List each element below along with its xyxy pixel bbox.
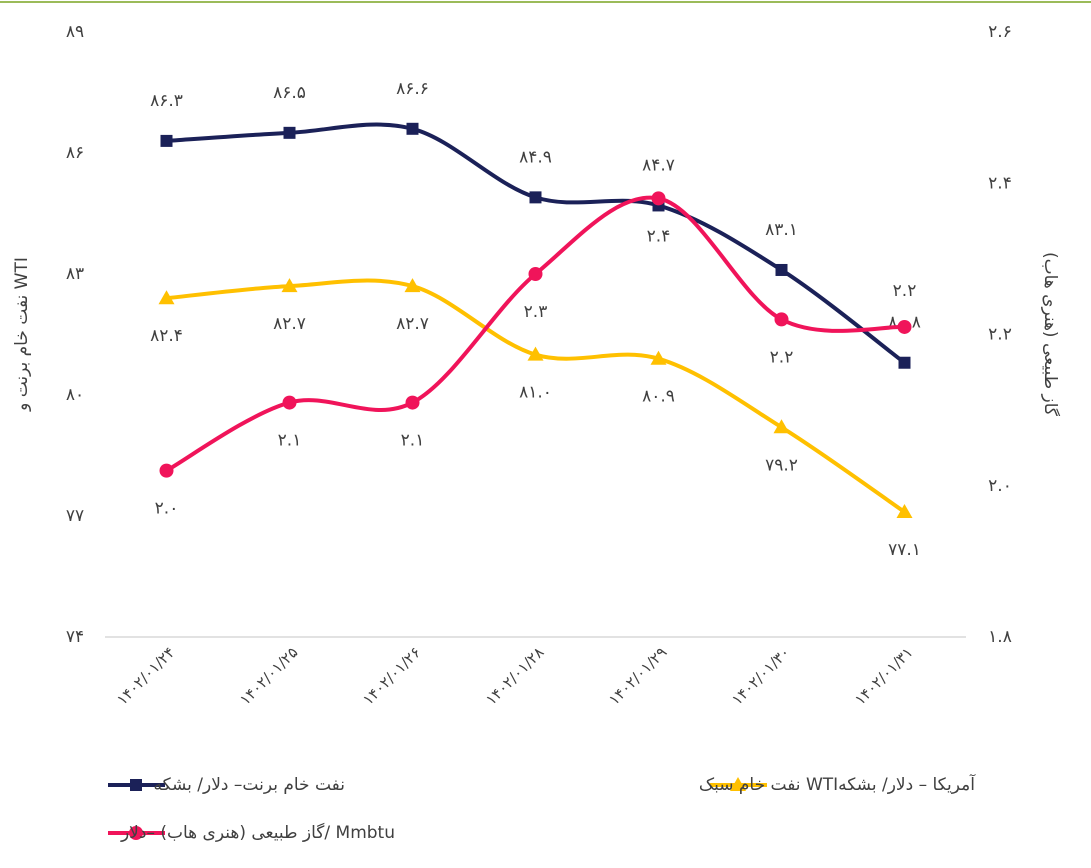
data-label: ۲.۴ xyxy=(647,226,671,246)
point xyxy=(527,346,544,361)
point xyxy=(404,278,421,293)
legend-marker xyxy=(130,779,142,791)
legend-label: گاز طبیعی (هنری هاب) –دلار/ Mmbtu xyxy=(120,822,395,843)
data-label: ۲.۱ xyxy=(278,431,302,451)
y2-tick-label: ۱.۸ xyxy=(988,627,1012,647)
y-tick-label: ۸۳ xyxy=(66,264,84,284)
point xyxy=(159,463,174,478)
y2-tick-label: ۲.۰ xyxy=(988,476,1012,496)
data-label: ۸۶.۳ xyxy=(150,91,183,111)
x-tick-label: ۱۴۰۲/۰۱/۲۵ xyxy=(236,643,301,708)
legend-label: نفت خام برنت– دلار/ بشکه xyxy=(154,775,346,795)
x-tick-label: ۱۴۰۲/۰۱/۳۰ xyxy=(728,643,793,708)
legend-marker xyxy=(730,777,746,791)
y2-tick-label: ۲.۶ xyxy=(988,22,1012,42)
legend-marker xyxy=(129,826,143,840)
data-label: ۸۴.۷ xyxy=(642,155,675,175)
x-tick-label: ۱۴۰۲/۰۱/۲۶ xyxy=(359,643,424,708)
data-label: ۷۷.۱ xyxy=(888,540,921,560)
point xyxy=(281,278,298,293)
point xyxy=(282,395,297,410)
data-label: ۸۴.۹ xyxy=(519,147,552,167)
data-label: ۸۰.۹ xyxy=(642,387,675,407)
point xyxy=(775,263,788,276)
data-label: ۸۳.۱ xyxy=(765,220,798,240)
y-axis-title: نفت خام برنت و WTI xyxy=(12,257,32,412)
data-label: ۸۲.۷ xyxy=(396,314,429,334)
point xyxy=(283,126,296,139)
point xyxy=(774,312,789,327)
y2-tick-label: ۲.۲ xyxy=(988,325,1012,345)
y-tick-label: ۷۷ xyxy=(66,506,84,526)
y2-axis-title: گاز طبیعی (هنری هاب) xyxy=(1040,252,1061,417)
y-tick-label: ۸۰ xyxy=(66,385,84,405)
x-tick-label: ۱۴۰۲/۰۱/۲۸ xyxy=(482,643,547,708)
x-tick-label: ۱۴۰۲/۰۱/۳۱ xyxy=(851,643,916,708)
data-label: ۸۱.۰ xyxy=(519,383,552,403)
point xyxy=(898,356,911,369)
data-label: ۲.۰ xyxy=(155,499,179,519)
point xyxy=(160,134,173,147)
data-label: ۲.۲ xyxy=(893,281,917,301)
y-tick-label: ۷۴ xyxy=(66,627,84,647)
y-tick-label: ۸۹ xyxy=(66,22,84,42)
point xyxy=(651,191,666,206)
data-label: ۸۶.۵ xyxy=(273,83,306,103)
y2-tick-label: ۲.۴ xyxy=(988,173,1012,193)
data-label: ۲.۳ xyxy=(524,302,548,322)
point xyxy=(773,419,790,434)
point xyxy=(650,350,667,365)
data-label: ۸۶.۶ xyxy=(396,79,429,99)
x-tick-label: ۱۴۰۲/۰۱/۲۹ xyxy=(605,643,670,708)
legend-label: نفت خام سبک WTIآمریکا – دلار/ بشکه xyxy=(699,773,976,795)
data-label: ۸۲.۷ xyxy=(273,314,306,334)
point xyxy=(158,290,175,305)
point xyxy=(405,395,420,410)
point xyxy=(896,503,913,518)
point xyxy=(897,319,912,334)
y-tick-label: ۸۶ xyxy=(66,143,84,163)
x-tick-label: ۱۴۰۲/۰۱/۲۴ xyxy=(113,643,178,708)
point xyxy=(528,267,543,281)
point xyxy=(529,191,542,204)
data-label: ۷۹.۲ xyxy=(765,455,798,475)
data-label: ۸۲.۴ xyxy=(150,326,183,346)
point xyxy=(406,122,419,135)
data-label: ۲.۲ xyxy=(770,347,794,367)
data-label: ۲.۱ xyxy=(401,431,425,451)
